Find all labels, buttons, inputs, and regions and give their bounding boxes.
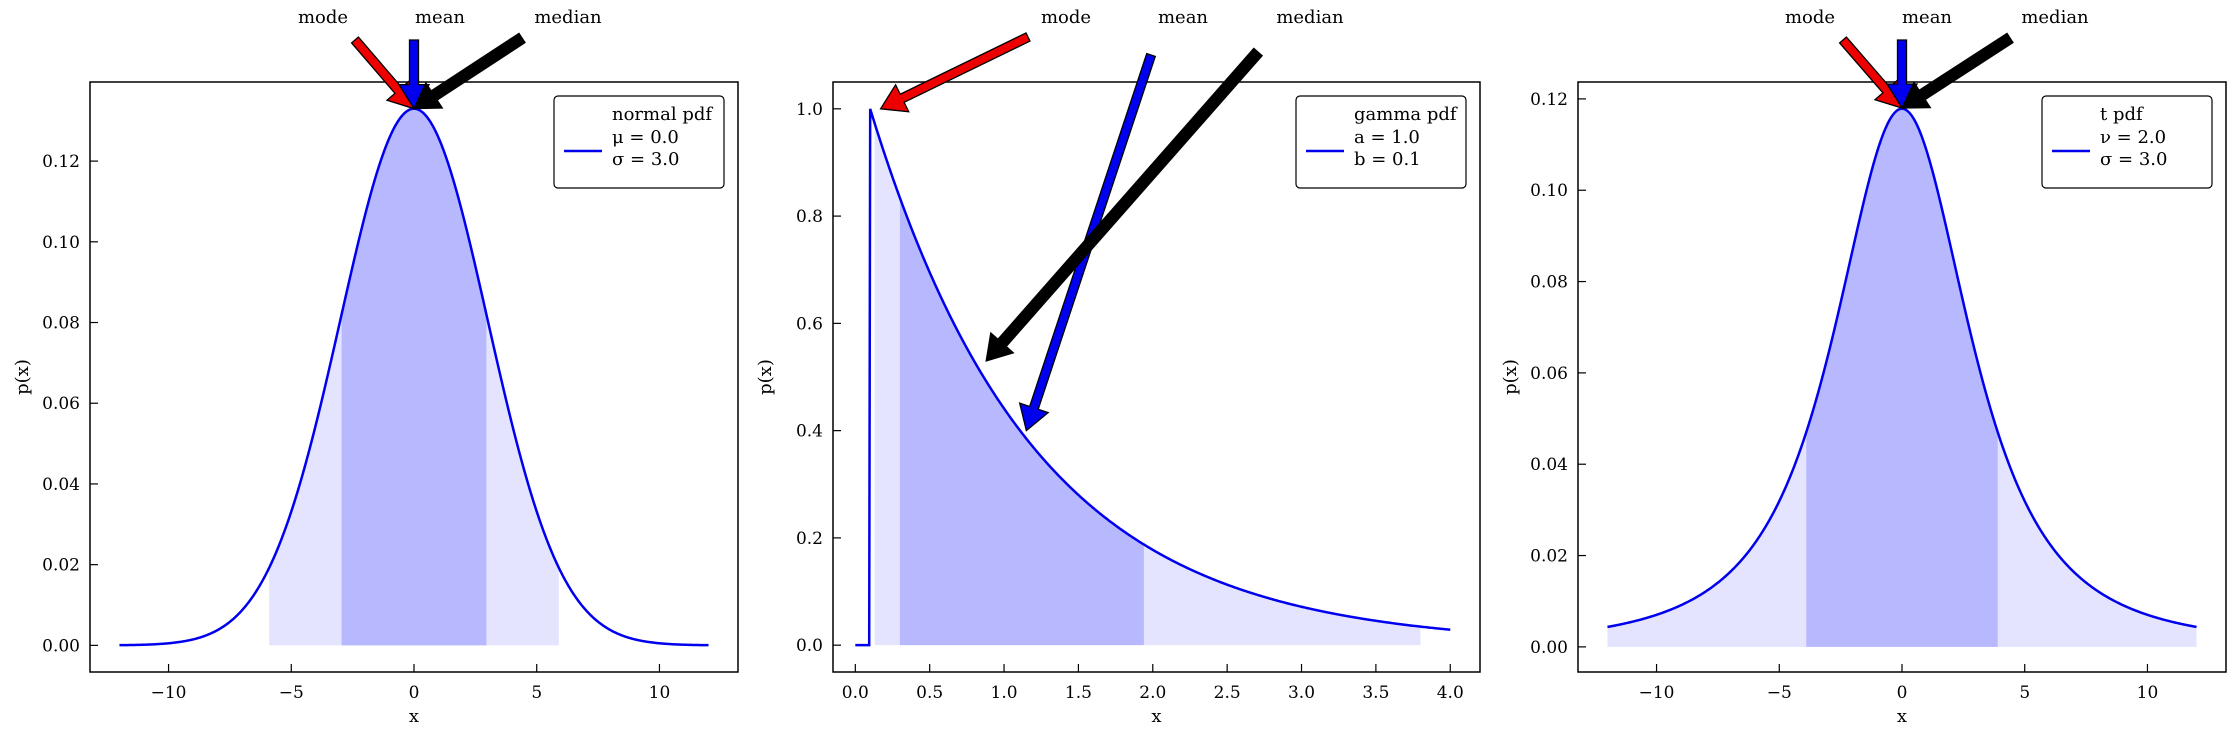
mode-annotation-label: mode (1041, 7, 1091, 28)
y-tick-label: 0.12 (42, 152, 80, 172)
median-arrow (412, 32, 526, 110)
y-tick-label: 0.8 (796, 207, 823, 227)
y-tick-label: 0.4 (796, 422, 823, 442)
mode-annotation-label: mode (1785, 7, 1835, 28)
median-annotation-label: median (1276, 7, 1344, 28)
y-tick-label: 0.0 (796, 636, 823, 656)
x-tick-label: −5 (1767, 683, 1792, 703)
x-tick-label: 10 (649, 683, 671, 703)
panel-t: −10 −5 0 5 10 0.00 0.02 0.04 0.06 0.08 0.10 0.12 x p(… (1500, 7, 2227, 727)
y-tick-label: 0.00 (42, 636, 80, 656)
mean-annotation-label: mean (415, 7, 465, 28)
x-axis-label: x (1151, 706, 1161, 727)
y-tick-label: 0.06 (42, 394, 80, 414)
x-tick-label: 0.5 (916, 683, 943, 703)
y-tick-label: 1.0 (796, 100, 823, 120)
x-tick-label: 5 (2019, 683, 2030, 703)
y-tick-label: 0.04 (42, 475, 80, 495)
plot-area (119, 107, 709, 647)
axes-frame (832, 81, 1481, 673)
x-tick-label: 1.5 (1065, 683, 1092, 703)
x-tick-label: 3.5 (1362, 683, 1389, 703)
x-tick-label: 4.0 (1437, 683, 1464, 703)
x-tick-label: −10 (1639, 683, 1675, 703)
x-tick-label: −10 (151, 683, 187, 703)
x-tick-label: 2.5 (1214, 683, 1241, 703)
legend-param: b = 0.1 (1354, 149, 1421, 170)
y-tick-label: 0.12 (1530, 90, 1568, 110)
mode-arrow (350, 36, 415, 110)
x-tick-label: 2.0 (1139, 683, 1166, 703)
y-axis-label: p(x) (1500, 359, 1521, 395)
mode-annotation-label: mode (298, 7, 348, 28)
x-tick-label: 0 (1897, 683, 1908, 703)
y-tick-label: 0.06 (1530, 364, 1568, 384)
median-arrow (1900, 32, 2014, 109)
legend-param: σ = 3.0 (2100, 149, 2167, 170)
y-tick-label: 0.02 (42, 556, 80, 576)
legend-param: μ = 0.0 (612, 127, 679, 148)
legend-param: ν = 2.0 (2100, 127, 2166, 148)
mean-annotation-label: mean (1902, 7, 1952, 28)
y-tick-label: 0.00 (1530, 638, 1568, 658)
x-tick-label: 1.0 (991, 683, 1018, 703)
plot-area (855, 108, 1451, 647)
x-tick-label: 3.0 (1288, 683, 1315, 703)
legend-title: normal pdf (612, 104, 713, 125)
panel-gamma: 0.0 0.5 1.0 1.5 2.0 2.5 3.0 3.5 4.0 0.0 0.2 0.4 0.6 0… (755, 7, 1481, 727)
y-tick-label: 0.2 (796, 529, 823, 549)
legend-box (1295, 95, 1467, 189)
mode-arrow (879, 32, 1031, 113)
inner-band-fill (341, 108, 487, 646)
x-tick-label: 5 (531, 683, 542, 703)
mode-arrow (1838, 36, 1903, 109)
legend-title: t pdf (2100, 104, 2144, 125)
median-annotation-label: median (534, 7, 602, 28)
x-axis-label: x (409, 706, 419, 727)
x-tick-label: 0 (409, 683, 420, 703)
legend-param: a = 1.0 (1354, 127, 1420, 148)
inner-band-fill (899, 197, 1144, 646)
y-axis-label: p(x) (12, 359, 33, 395)
y-tick-label: 0.10 (1530, 181, 1568, 201)
y-tick-label: 0.6 (796, 314, 823, 334)
y-tick-label: 0.10 (42, 233, 80, 253)
legend-param: σ = 3.0 (612, 149, 679, 170)
x-tick-label: −5 (279, 683, 304, 703)
inner-band-fill (1806, 108, 1998, 647)
y-axis-label: p(x) (755, 359, 776, 395)
legend-box (553, 95, 725, 189)
y-tick-label: 0.08 (1530, 273, 1568, 293)
plot-area (1607, 107, 2197, 647)
x-tick-label: 10 (2137, 683, 2159, 703)
y-tick-label: 0.04 (1530, 455, 1568, 475)
x-tick-label: 0.0 (842, 683, 869, 703)
y-tick-label: 0.02 (1530, 547, 1568, 567)
mean-annotation-label: mean (1158, 7, 1208, 28)
pdf-curve (855, 108, 1451, 647)
legend-box (2041, 95, 2213, 189)
x-axis-label: x (1897, 706, 1907, 727)
y-tick-label: 0.08 (42, 314, 80, 334)
median-arrow (985, 47, 1264, 362)
legend-title: gamma pdf (1354, 104, 1458, 125)
median-annotation-label: median (2021, 7, 2089, 28)
panel-normal: −10 −5 0 5 10 0.00 0.02 0.04 0.06 0.08 0.10 0.12 x p(… (12, 7, 739, 727)
